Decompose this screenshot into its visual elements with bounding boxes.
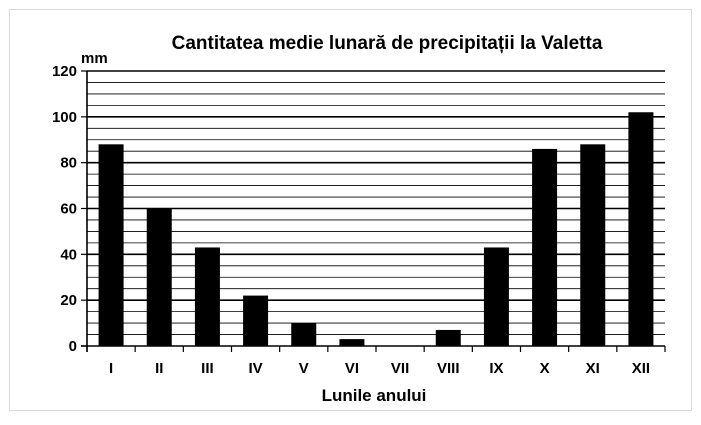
bar-IX (483, 247, 509, 346)
bar-IV (243, 295, 269, 346)
bar-VI (339, 339, 365, 346)
bar-V (291, 323, 317, 346)
x-tick-label: X (540, 360, 550, 377)
y-tick-labels: 0 20 40 60 80 100 120 (52, 63, 77, 355)
x-tick-label: III (201, 360, 214, 377)
y-tick-label: 80 (60, 155, 77, 172)
x-tick-label: IV (248, 360, 262, 377)
y-tick-label: 60 (60, 201, 77, 218)
y-axis-unit: mm (81, 50, 108, 67)
bar-XI (580, 144, 606, 346)
x-tick-label: IX (489, 360, 503, 377)
x-tick-label: II (155, 360, 163, 377)
bar-I (98, 144, 124, 346)
x-axis-label: Lunile anului (322, 386, 427, 405)
x-tick-label: V (299, 360, 309, 377)
x-tick-label: I (109, 360, 113, 377)
bar-VIII (435, 329, 461, 346)
bars (98, 112, 654, 346)
bar-XII (628, 112, 654, 346)
x-tick-label: XII (632, 360, 650, 377)
y-tick-label: 20 (60, 292, 77, 309)
y-tick-label: 100 (52, 109, 77, 126)
y-tick-label: 40 (60, 246, 77, 263)
axes (81, 70, 666, 352)
y-tick-label: 0 (69, 338, 77, 355)
chart-title: Cantitatea medie lunară de precipitații … (172, 33, 603, 54)
x-tick-label: VII (391, 360, 409, 377)
bar-II (146, 208, 172, 346)
y-tick-label: 120 (52, 63, 77, 80)
x-tick-label: VIII (437, 360, 460, 377)
bar-III (194, 247, 220, 346)
x-tick-labels: I II III IV V VI VII VIII IX X XI XII (109, 360, 650, 377)
x-tick-label: XI (586, 360, 600, 377)
x-tick-label: VI (345, 360, 359, 377)
bar-X (532, 148, 558, 346)
grid-lines (87, 70, 665, 335)
